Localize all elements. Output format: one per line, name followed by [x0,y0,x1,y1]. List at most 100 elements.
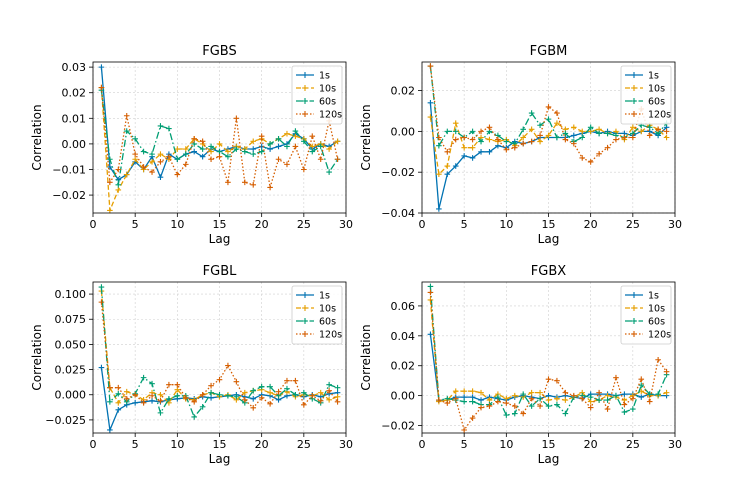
data-point [115,182,122,188]
data-point [250,182,257,188]
legend-marker [302,72,308,78]
data-point [309,143,316,150]
data-point [511,410,518,417]
data-point [242,148,248,155]
data-point [520,126,526,133]
data-point [663,368,670,375]
data-point [208,148,214,155]
data-point [140,400,147,406]
x-tick-label: 30 [668,218,682,231]
data-point [545,376,552,382]
x-tick-label: 20 [255,218,269,231]
data-point [317,156,324,163]
data-point [334,398,341,405]
data-point [149,151,155,157]
data-point [452,163,459,169]
data-point [528,126,535,133]
data-point [174,386,181,393]
data-point [182,146,189,152]
data-point [191,141,197,147]
data-point [469,128,476,135]
x-tick-label: 20 [255,438,269,451]
data-point [562,130,569,137]
data-point [511,403,518,409]
data-point [107,398,113,405]
data-point [107,427,113,433]
data-point [250,151,257,157]
data-point [528,138,535,145]
legend-label: 60s [648,317,665,328]
data-point [638,376,645,382]
y-tick-label: −0.025 [45,414,86,427]
data-point [537,122,543,129]
legend-label: 120s [319,330,342,341]
data-point [461,134,467,141]
data-point [545,116,552,122]
data-point [284,377,290,384]
data-point [166,153,172,160]
data-point [250,395,257,402]
data-point [123,128,130,134]
data-point [284,130,290,137]
y-tick-label: 0.01 [62,112,87,125]
chart-title: FGBL [203,264,237,279]
data-point [191,398,197,405]
data-point [562,389,569,396]
data-point [275,143,282,150]
y-tick-label: 0.050 [55,338,87,351]
legend-box [620,65,672,125]
data-point [571,132,577,139]
data-point [334,138,341,145]
data-point [461,153,467,159]
data-point [436,171,442,178]
data-point [284,385,290,392]
legend-marker [631,72,637,78]
data-point [655,391,661,397]
data-point [436,397,442,403]
data-point [208,382,214,389]
data-point [258,394,265,401]
y-tick-label: −0.02 [52,189,86,202]
legend-label: 60s [648,97,665,108]
x-tick-label: 15 [213,438,227,451]
chart-title: FGBM [530,44,568,59]
data-point [334,393,341,400]
legend-marker [302,85,308,91]
data-point [520,391,526,397]
legend-marker [631,98,637,104]
data-point [571,124,577,131]
legend: 1s 10s 60s 120s [291,65,343,125]
y-tick-label: 0.03 [62,61,87,74]
data-point [292,133,299,140]
data-point [528,389,535,396]
data-point [309,133,316,140]
data-point [98,364,105,371]
data-point [461,398,467,405]
legend: 1s 10s 60s 120s [620,285,672,345]
y-tick-label: 0.00 [391,390,416,403]
data-point [461,388,467,394]
data-point [174,392,181,399]
data-point [436,142,442,149]
data-point [140,374,147,381]
data-point [242,396,248,403]
data-point [427,63,434,69]
data-point [258,148,265,155]
data-point [545,397,552,403]
data-point [427,100,434,106]
data-point [182,151,189,157]
data-point [250,405,257,411]
chart-title: FGBX [531,264,566,279]
data-point [267,383,273,390]
data-point [208,143,214,150]
data-point [140,164,147,170]
data-point [233,378,240,385]
data-point [562,410,569,417]
legend-marker [631,318,637,324]
data-point [157,151,164,157]
data-point [478,128,484,135]
data-point [486,124,493,131]
legend-label: 120s [319,110,342,121]
data-point [663,128,670,135]
